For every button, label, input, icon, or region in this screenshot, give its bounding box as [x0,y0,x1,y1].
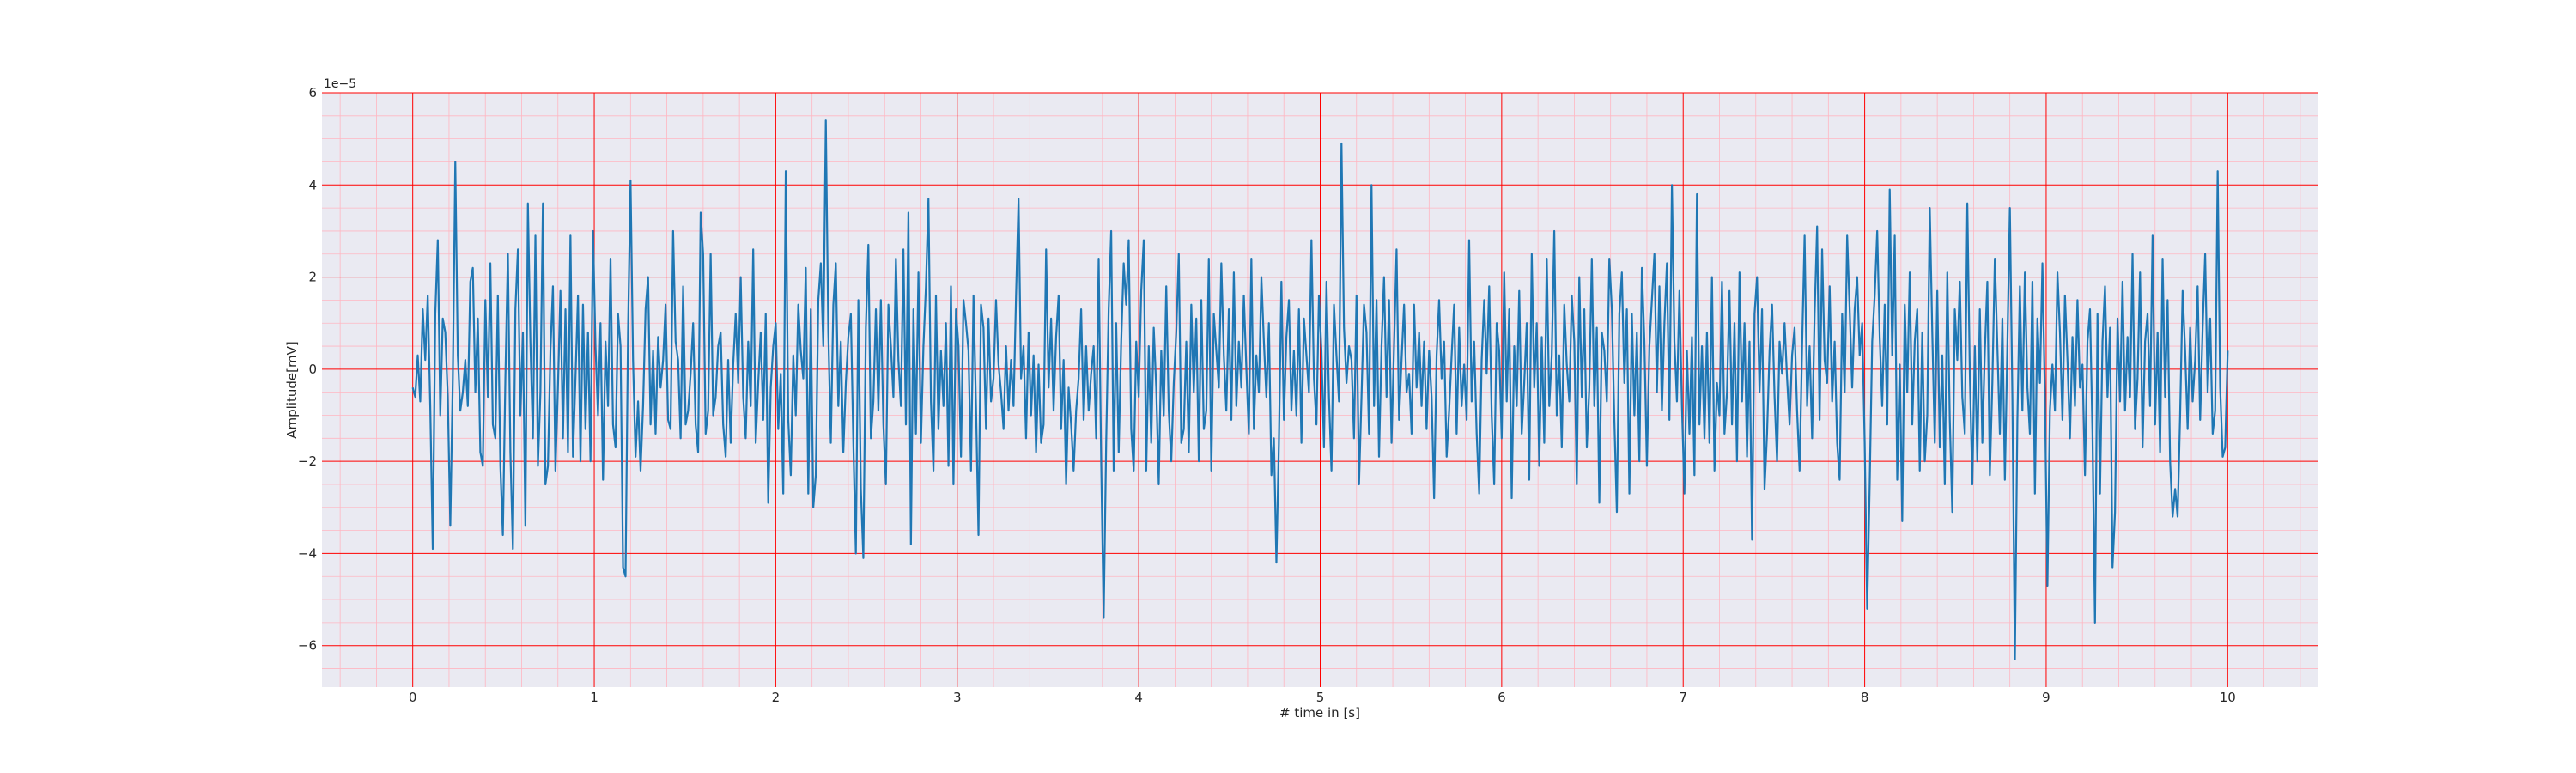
y-axis-label: Amplitude[mV] [284,341,300,438]
y-tick-label: 2 [308,270,317,285]
x-tick-label: 5 [1316,690,1325,705]
y-tick-label: −6 [298,638,317,654]
y-tick-labels: 6 4 2 0 −2 −4 −6 [298,85,317,654]
x-tick-label: 2 [772,690,781,705]
y-tick-label: 4 [308,177,317,192]
x-tick-label: 8 [1861,690,1869,705]
y-tick-label: −2 [298,453,317,469]
x-tick-label: 0 [409,690,417,705]
y-tick-label: 6 [308,85,317,100]
x-tick-label: 9 [2042,690,2050,705]
x-tick-label: 1 [590,690,598,705]
x-tick-label: 10 [2220,690,2236,705]
signal-series-line [411,119,2229,660]
x-tick-label: 7 [1679,690,1687,705]
x-tick-labels: 0 1 2 3 4 5 6 7 8 9 10 [409,690,2236,705]
y-tick-label: 0 [308,362,317,377]
x-tick-label: 4 [1134,690,1143,705]
x-tick-label: 3 [953,690,962,705]
y-tick-label: −4 [298,545,317,561]
y-offset-label: 1e−5 [324,77,356,91]
x-tick-label: 6 [1498,690,1506,705]
x-axis-label: # time in [s] [1279,705,1360,721]
major-grid [322,92,2318,687]
